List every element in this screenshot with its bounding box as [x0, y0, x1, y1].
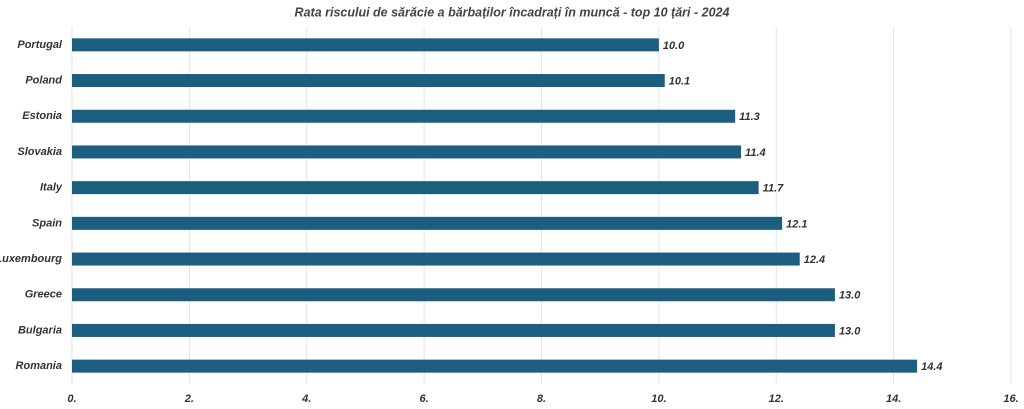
x-tick-label: 16. [1003, 393, 1018, 405]
y-tick-label: Portugal [17, 39, 63, 51]
data-label: 11.7 [763, 183, 784, 195]
data-label: 12.4 [804, 254, 825, 266]
bar [72, 323, 835, 337]
bar [72, 38, 659, 52]
y-tick-label: Spain [32, 217, 62, 229]
bar [72, 181, 759, 195]
x-tick-label: 0. [67, 393, 76, 405]
x-tick-label: 8. [537, 393, 546, 405]
bar [72, 109, 736, 123]
y-tick-label: Romania [16, 360, 62, 372]
chart-title: Rata riscului de sărăcie a bărbaților în… [295, 5, 730, 19]
y-tick-label: Bulgaria [18, 324, 62, 336]
data-label: 11.4 [745, 147, 766, 159]
x-tick-label: 14. [886, 393, 901, 405]
bar [72, 288, 835, 302]
bar [72, 216, 783, 230]
y-tick-label: Poland [25, 74, 62, 86]
x-tick-label: 12. [769, 393, 784, 405]
y-tick-label: Greece [25, 289, 62, 301]
x-tick-label: 10. [651, 393, 666, 405]
data-label: 12.1 [786, 218, 807, 230]
x-tick-label: 4. [301, 393, 311, 405]
bar [72, 359, 918, 373]
x-tick-label: 2. [184, 393, 194, 405]
bar [72, 252, 800, 266]
y-tick-label: Italy [40, 182, 63, 194]
data-label: 13.0 [839, 290, 861, 302]
x-tick-label: 6. [420, 393, 429, 405]
data-label: 13.0 [839, 325, 861, 337]
y-tick-label: Estonia [22, 110, 62, 122]
data-label: 11.3 [739, 111, 760, 123]
y-tick-label: Luxembourg [0, 253, 62, 265]
data-label: 14.4 [921, 361, 942, 373]
data-label: 10.0 [663, 40, 685, 52]
y-tick-label: Slovakia [17, 146, 62, 158]
bar [72, 74, 665, 88]
data-label: 10.1 [669, 75, 690, 87]
bar [72, 145, 742, 159]
